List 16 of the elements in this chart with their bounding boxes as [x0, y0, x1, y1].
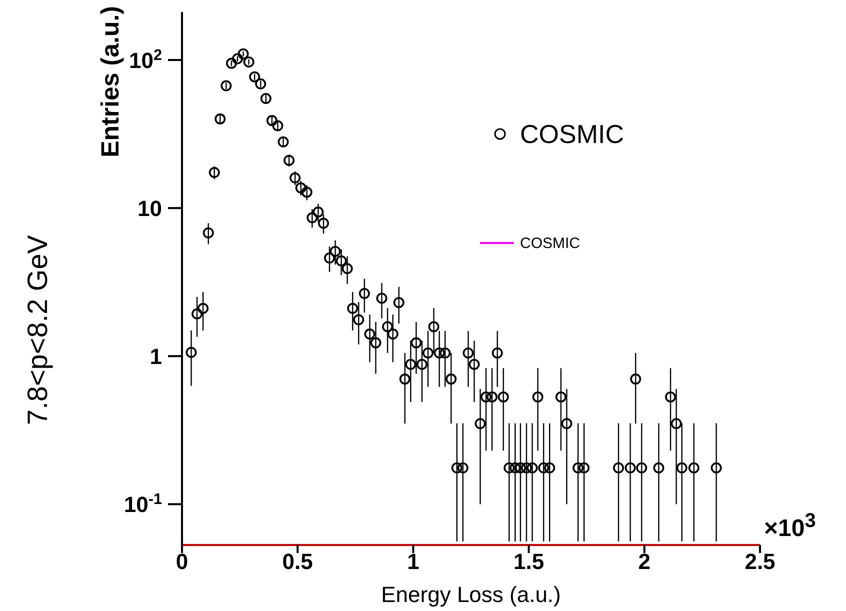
x-tick-label: 1.5 [514, 549, 544, 574]
x-tick-label: 1 [407, 549, 420, 574]
x-tick-label: 0.5 [282, 549, 313, 574]
x-axis-title: Energy Loss (a.u.) [381, 582, 561, 607]
x-tick-label: 2 [638, 549, 651, 574]
x-tick-label: 2.5 [744, 549, 776, 574]
y-tick-label: 10$^{2}$ [128, 46, 162, 74]
legend-label: COSMIC [520, 118, 624, 150]
text: ×10$^{3}$ [764, 510, 816, 543]
legend-label: COSMIC [520, 234, 580, 252]
y-tick-label: 10$^{-1}$ [124, 490, 162, 518]
y-axis-title: Entries (a.u.) [96, 6, 125, 158]
y-tick-label: 10 [138, 196, 162, 222]
y-tick-label: 1 [150, 344, 162, 370]
x-tick-label: 0 [176, 549, 188, 574]
text: 7.8<p<8.2 GeV [22, 235, 54, 425]
